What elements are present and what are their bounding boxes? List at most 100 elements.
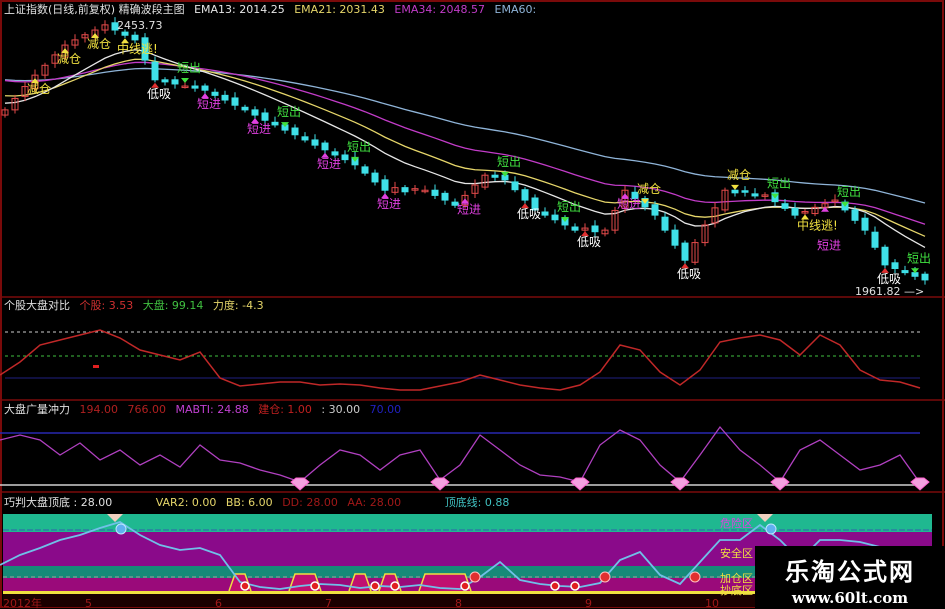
candle (661, 212, 669, 233)
candle-body (301, 136, 309, 141)
candle (71, 34, 79, 49)
candle-body (831, 199, 839, 203)
signal-arrow-icon (381, 193, 389, 199)
candle-body (171, 79, 179, 85)
candle-body (591, 225, 599, 233)
candle-body (411, 188, 419, 191)
candle-body (721, 189, 729, 211)
signal-label: 低吸 (147, 87, 171, 101)
candle (631, 186, 639, 202)
candle-body (21, 86, 29, 97)
candle-body (521, 189, 529, 201)
signal-label: 减仓 (57, 52, 81, 66)
candle (451, 198, 459, 208)
signal-arrow-icon (681, 263, 689, 269)
x-tick-label: 8 (455, 597, 462, 609)
candle (531, 194, 539, 215)
diamond-icon (670, 477, 690, 491)
top-ball-icon (765, 523, 777, 535)
candle (341, 150, 349, 164)
candle (1, 107, 9, 118)
signal-arrow-icon (641, 198, 649, 204)
signal-arrow-icon (351, 156, 359, 162)
candle-body (71, 39, 79, 46)
candle-body (571, 226, 579, 231)
candle-body (151, 61, 159, 81)
candle-body (661, 216, 669, 231)
signal-arrow-icon (561, 216, 569, 222)
candle-body (471, 184, 479, 194)
ring-icon (390, 581, 400, 591)
signal-arrow-icon (521, 203, 529, 209)
candle-body (881, 246, 889, 266)
x-tick-label: 6 (215, 597, 222, 609)
candle (221, 90, 229, 104)
ring-icon (240, 581, 250, 591)
signal-label: 减仓 (727, 168, 751, 182)
breadth-title: 大盘广量冲力 (4, 403, 70, 416)
candle (751, 188, 759, 199)
diamond-icon (770, 477, 790, 491)
candle (681, 240, 689, 265)
candle (901, 265, 909, 276)
candle (441, 190, 449, 205)
candle-body (751, 193, 759, 197)
candle-body (121, 31, 129, 36)
candle-body (681, 242, 689, 261)
candle-body (461, 194, 469, 206)
candle (601, 227, 609, 237)
signal-label: 短进 (457, 202, 481, 216)
signal-label: 短进 (817, 239, 841, 253)
candle-body (271, 121, 279, 126)
candle-body (731, 189, 739, 194)
x-tick-label: 10 (705, 597, 719, 609)
candle-body (431, 189, 439, 196)
candle (541, 207, 549, 218)
candle-body (391, 187, 399, 193)
signal-arrow-icon (321, 152, 329, 158)
red-ball-icon (469, 571, 481, 583)
candle (611, 206, 619, 234)
x-tick-label: 5 (85, 597, 92, 609)
candle (711, 202, 719, 228)
candle (921, 271, 929, 285)
candle (491, 171, 499, 181)
candle-body (651, 204, 659, 216)
signal-arrow-icon (501, 171, 509, 177)
top-triangle-icon (757, 514, 773, 522)
ring-icon (460, 581, 470, 591)
signal-arrow-icon (911, 268, 919, 274)
candle-body (241, 106, 249, 111)
candle (401, 185, 409, 196)
signal-arrow-icon (61, 48, 69, 54)
signal-arrow-icon (461, 198, 469, 204)
legend-bb: BB: 6.00 (225, 496, 273, 509)
candle-body (541, 211, 549, 216)
candle-body (111, 22, 119, 31)
compare-panel-header: 个股大盘对比 个股: 3.53 大盘: 99.14 力度: -4.3 (4, 299, 270, 312)
candle (21, 81, 29, 102)
axis-strip (3, 594, 932, 607)
high-price-label: 2453.73 (117, 19, 163, 32)
candle (81, 32, 89, 43)
x-tick-label: 2012年 (3, 596, 42, 609)
candle-body (401, 187, 409, 193)
candle-body (11, 97, 19, 111)
signal-label: 短进 (377, 197, 401, 211)
candle-body (221, 94, 229, 101)
legend-v1: 194.00 (79, 403, 119, 416)
signal-arrow-icon (821, 206, 829, 212)
zone-label: 安全区 (720, 546, 753, 560)
zone-label: 危险区 (720, 516, 753, 530)
ema34-value: EMA34: 2048.57 (394, 3, 486, 16)
candle-body (871, 231, 879, 248)
candle-body (741, 190, 749, 193)
candle (211, 88, 219, 98)
candle-body (251, 109, 259, 116)
legend-dd: DD: 28.00 (282, 496, 338, 509)
candle-body (141, 37, 149, 61)
candle (761, 192, 769, 200)
signal-arrow-icon (31, 78, 39, 84)
signal-label: 减仓 (637, 182, 661, 196)
red-ball-icon (599, 571, 611, 583)
